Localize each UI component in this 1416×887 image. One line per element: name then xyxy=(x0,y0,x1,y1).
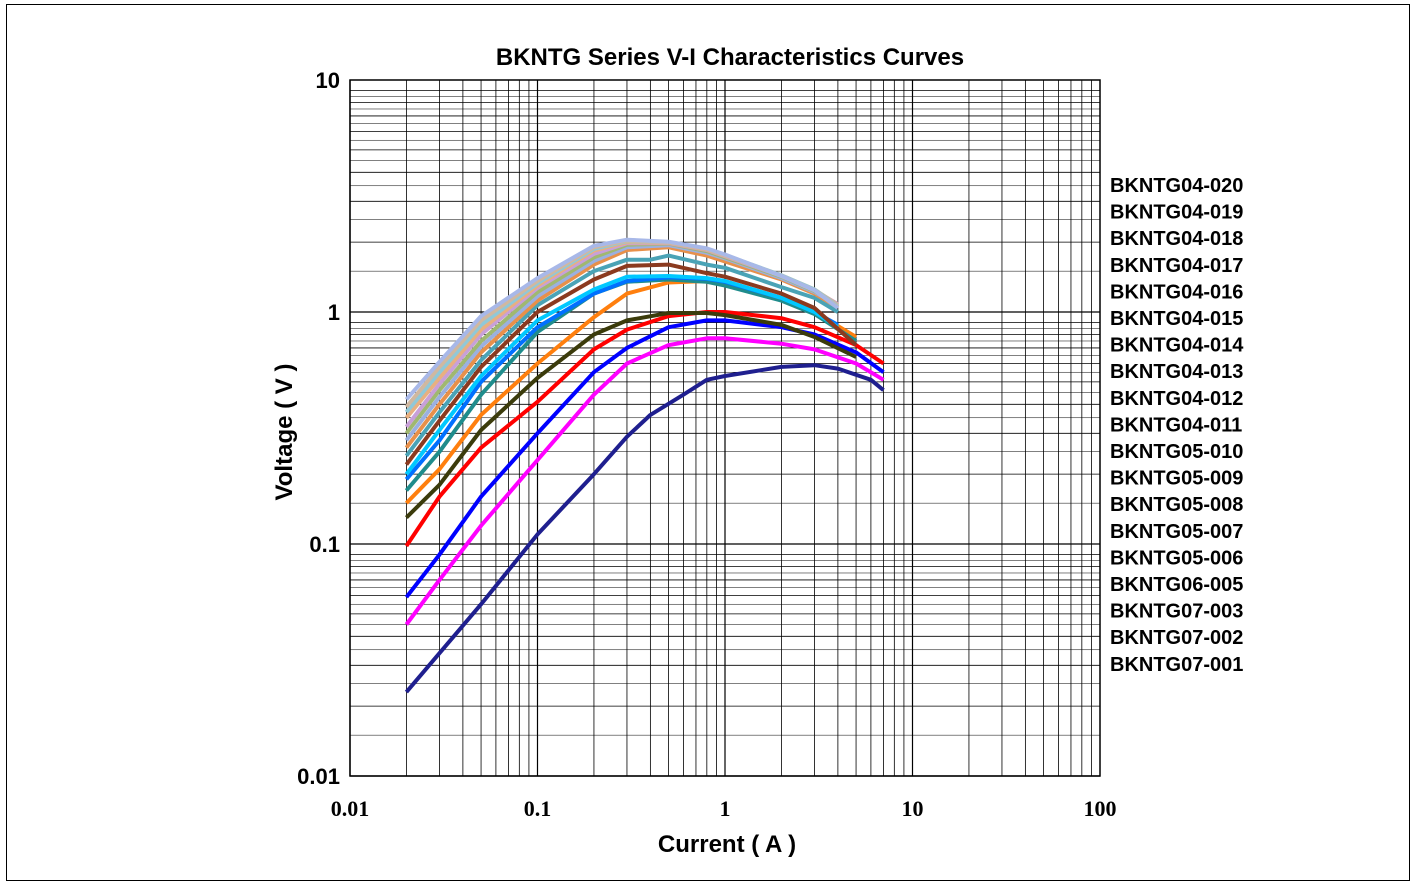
plot-area-border xyxy=(349,79,1101,777)
legend-entry: BKNTG05-009 xyxy=(1110,468,1243,490)
series-lines xyxy=(404,237,885,694)
legend-entry: BKNTG04-019 xyxy=(1110,202,1243,224)
series-line xyxy=(404,336,885,626)
series-line xyxy=(404,310,885,548)
legend-entry: BKNTG07-002 xyxy=(1110,627,1243,649)
legend-entry: BKNTG06-005 xyxy=(1110,574,1243,596)
y-tick-label: 1 xyxy=(328,300,340,325)
legend-entry: BKNTG04-017 xyxy=(1110,255,1243,277)
y-axis-label: Voltage ( V ) xyxy=(271,364,298,501)
x-tick-label: 10 xyxy=(902,796,924,821)
legend-entry: BKNTG04-011 xyxy=(1110,414,1242,436)
y-tick-label: 0.1 xyxy=(309,532,340,557)
legend-entry: BKNTG04-016 xyxy=(1110,281,1243,303)
y-tick-label: 10 xyxy=(316,68,340,93)
legend-entry: BKNTG04-018 xyxy=(1110,228,1243,250)
grid xyxy=(349,80,1100,777)
legend-entry: BKNTG04-013 xyxy=(1110,361,1243,383)
x-tick-label: 0.1 xyxy=(524,796,552,821)
series-line xyxy=(404,363,885,694)
legend-entry: BKNTG04-015 xyxy=(1110,308,1243,330)
legend-entry: BKNTG07-003 xyxy=(1110,601,1243,623)
legend-entry: BKNTG07-001 xyxy=(1110,654,1243,676)
series-line xyxy=(404,274,839,476)
series-line xyxy=(404,237,840,401)
x-tick-label: 100 xyxy=(1084,796,1117,821)
legend-entry: BKNTG04-014 xyxy=(1110,335,1244,357)
legend-entry: BKNTG05-007 xyxy=(1110,521,1243,543)
legend-entry: BKNTG05-006 xyxy=(1110,547,1243,569)
legend: BKNTG04-020 BKNTG04-019 BKNTG04-018 BKNTG04… xyxy=(1110,175,1244,676)
chart-title: BKNTG Series V-I Characteristics Curves xyxy=(496,44,964,71)
series-line xyxy=(404,318,885,599)
series-line xyxy=(404,311,857,520)
series-line xyxy=(404,262,858,466)
x-tick-label: 1 xyxy=(720,796,731,821)
y-tick-label: 0.01 xyxy=(297,764,340,789)
series-line xyxy=(404,253,839,458)
x-tick-label: 0.01 xyxy=(331,796,370,821)
legend-entry: BKNTG04-012 xyxy=(1110,388,1243,410)
x-axis-label: Current ( A ) xyxy=(658,831,796,858)
legend-entry: BKNTG04-020 xyxy=(1110,175,1243,197)
x-tick-labels: 0.01 0.1 1 10 100 xyxy=(331,796,1117,821)
legend-entry: BKNTG05-008 xyxy=(1110,494,1243,516)
y-tick-labels: 10 1 0.1 0.01 xyxy=(297,68,340,789)
legend-entry: BKNTG05-010 xyxy=(1110,441,1243,463)
